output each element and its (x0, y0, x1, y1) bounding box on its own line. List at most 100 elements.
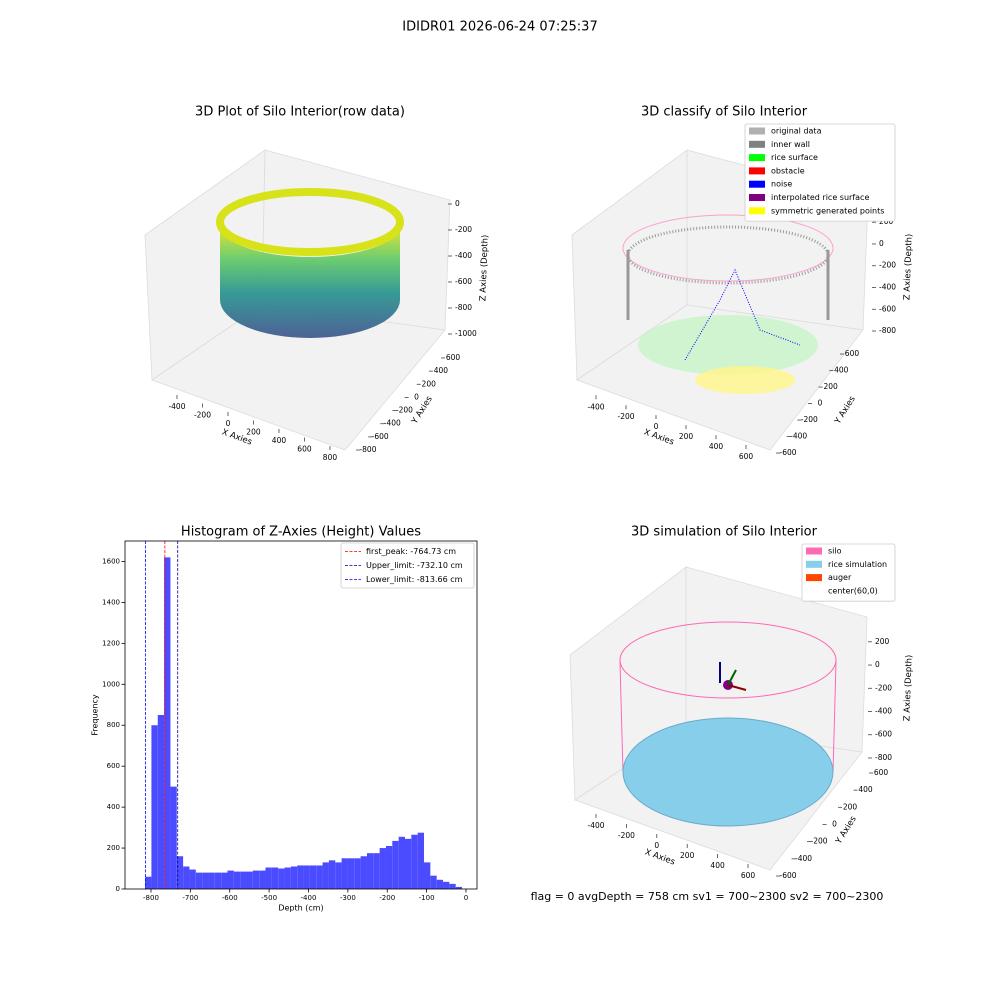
histogram-bar (424, 862, 431, 889)
x-tick-label: 200 (246, 428, 261, 437)
histogram-bar (145, 876, 152, 889)
histogram-bar (316, 865, 323, 889)
histogram-bar (360, 856, 367, 889)
y-tick-label: -600 (780, 448, 797, 457)
legend-swatch (806, 587, 822, 595)
legend-label: auger (828, 573, 852, 582)
histogram-bar (164, 557, 171, 889)
histogram-bar (303, 865, 310, 889)
x-tick-label: -400 (301, 894, 317, 902)
histogram-bar (151, 725, 158, 889)
legend-label: Upper_limit: -732.10 cm (366, 561, 463, 570)
y-tick-label: 600 (874, 768, 889, 777)
histogram-bar (366, 853, 374, 889)
x-axis-label: Depth (cm) (278, 904, 323, 913)
histogram-bar (170, 786, 177, 889)
z-tick-label: -200 (455, 225, 472, 234)
legend-swatch (749, 154, 765, 162)
y-tick-label: -200 (396, 406, 413, 415)
z-tick-label: -800 (455, 303, 472, 312)
x-tick-label: 0 (464, 894, 468, 902)
histogram-bar (297, 865, 304, 889)
chart-title: Histogram of Z-Axies (Height) Values (181, 525, 421, 540)
y-tick-label: -200 (811, 837, 828, 846)
histogram-bar (284, 867, 291, 889)
y-tick-label: 600 (107, 762, 120, 770)
z-tick-label: -200 (879, 261, 896, 270)
histogram-bar (233, 871, 241, 889)
z-tick-label: -600 (455, 277, 472, 286)
y-tick-label: 400 (834, 366, 849, 375)
y-tick-label: 400 (858, 785, 873, 794)
legend-swatch (749, 167, 765, 175)
legend-swatch (749, 194, 765, 201)
x-tick-label: 400 (272, 436, 287, 445)
y-tick-label: -800 (359, 445, 376, 454)
legend-box (340, 542, 475, 589)
x-tick-label: -500 (261, 894, 277, 902)
histogram-bar (379, 848, 386, 889)
legend-swatch (749, 140, 765, 148)
z-tick-label: 0 (455, 199, 460, 208)
legend-label: noise (771, 180, 792, 189)
histogram-bar (398, 836, 405, 889)
y-tick-label: 0 (818, 399, 823, 408)
x-tick-label: -200 (618, 831, 635, 840)
x-tick-label: 0 (226, 419, 231, 428)
x-tick-label: 200 (679, 432, 694, 441)
chart-title: 3D Plot of Silo Interior(row data) (195, 105, 405, 120)
x-tick-label: -400 (168, 402, 185, 411)
y-tick-label: 1400 (102, 598, 120, 606)
histogram-bar (347, 858, 355, 889)
x-tick-label: -200 (617, 412, 634, 421)
y-tick-label: 0 (832, 820, 837, 829)
y-tick-label: 600 (446, 353, 461, 362)
legend-swatch (806, 547, 822, 555)
legend-box (744, 123, 896, 222)
x-tick-label: 800 (323, 453, 338, 462)
legend-swatch (749, 180, 765, 188)
z-tick-label: -600 (875, 730, 892, 739)
y-tick-label: 800 (107, 721, 120, 729)
y-tick-label: 1000 (102, 680, 120, 688)
y-tick-label: 1600 (102, 557, 120, 565)
legend-swatch (749, 207, 765, 215)
y-tick-label: 0 (116, 885, 120, 893)
histogram-bar (335, 862, 342, 889)
y-tick-label: 400 (107, 803, 120, 811)
z-axis-label: Z Axies (Depth) (902, 234, 914, 301)
z-tick-label: -400 (879, 282, 896, 291)
y-tick-label: 600 (845, 349, 860, 358)
footer-text: flag = 0 avgDepth = 758 cm sv1 = 700~230… (531, 890, 884, 903)
histogram-bar (183, 866, 190, 889)
x-tick-label: 600 (741, 871, 756, 880)
point-cloud-sketch (216, 188, 837, 827)
legend-label: symmetric generated points (771, 206, 884, 215)
histogram-bar (385, 846, 393, 889)
legend-label: original data (771, 127, 822, 136)
histogram-bar (195, 872, 203, 889)
x-tick-label: 400 (710, 861, 725, 870)
x-tick-label: -400 (587, 821, 604, 830)
legend-label: silo (828, 547, 842, 556)
legend-label: rice surface (771, 153, 818, 162)
y-axis-label: Frequency (91, 694, 100, 736)
z-tick-label: -1000 (455, 329, 477, 338)
legend-label: obstacle (771, 166, 805, 175)
histogram-bar (392, 840, 399, 889)
histogram-bar (455, 886, 463, 889)
x-tick-label: -100 (419, 894, 435, 902)
histogram-bar (449, 883, 456, 889)
x-tick-label: -300 (340, 894, 356, 902)
chart-title: 3D classify of Silo Interior (641, 105, 808, 120)
legend-label: interpolated rice surface (771, 193, 869, 202)
x-tick-label: 600 (297, 445, 312, 454)
z-axis-label: Z Axies (Depth) (902, 655, 914, 722)
z-tick-label: 0 (875, 660, 880, 669)
x-tick-label: -800 (143, 894, 159, 902)
histogram-bar (252, 870, 260, 889)
x-tick-label: 0 (654, 841, 659, 850)
histogram-bar (271, 867, 279, 889)
histogram-bar (436, 879, 444, 889)
